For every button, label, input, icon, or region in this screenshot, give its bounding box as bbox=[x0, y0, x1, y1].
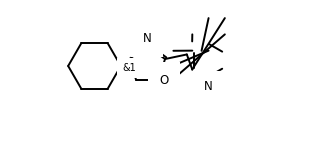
Text: N: N bbox=[204, 80, 213, 93]
Text: O: O bbox=[159, 74, 169, 87]
Text: &1: &1 bbox=[122, 63, 136, 73]
Text: N: N bbox=[143, 32, 152, 45]
